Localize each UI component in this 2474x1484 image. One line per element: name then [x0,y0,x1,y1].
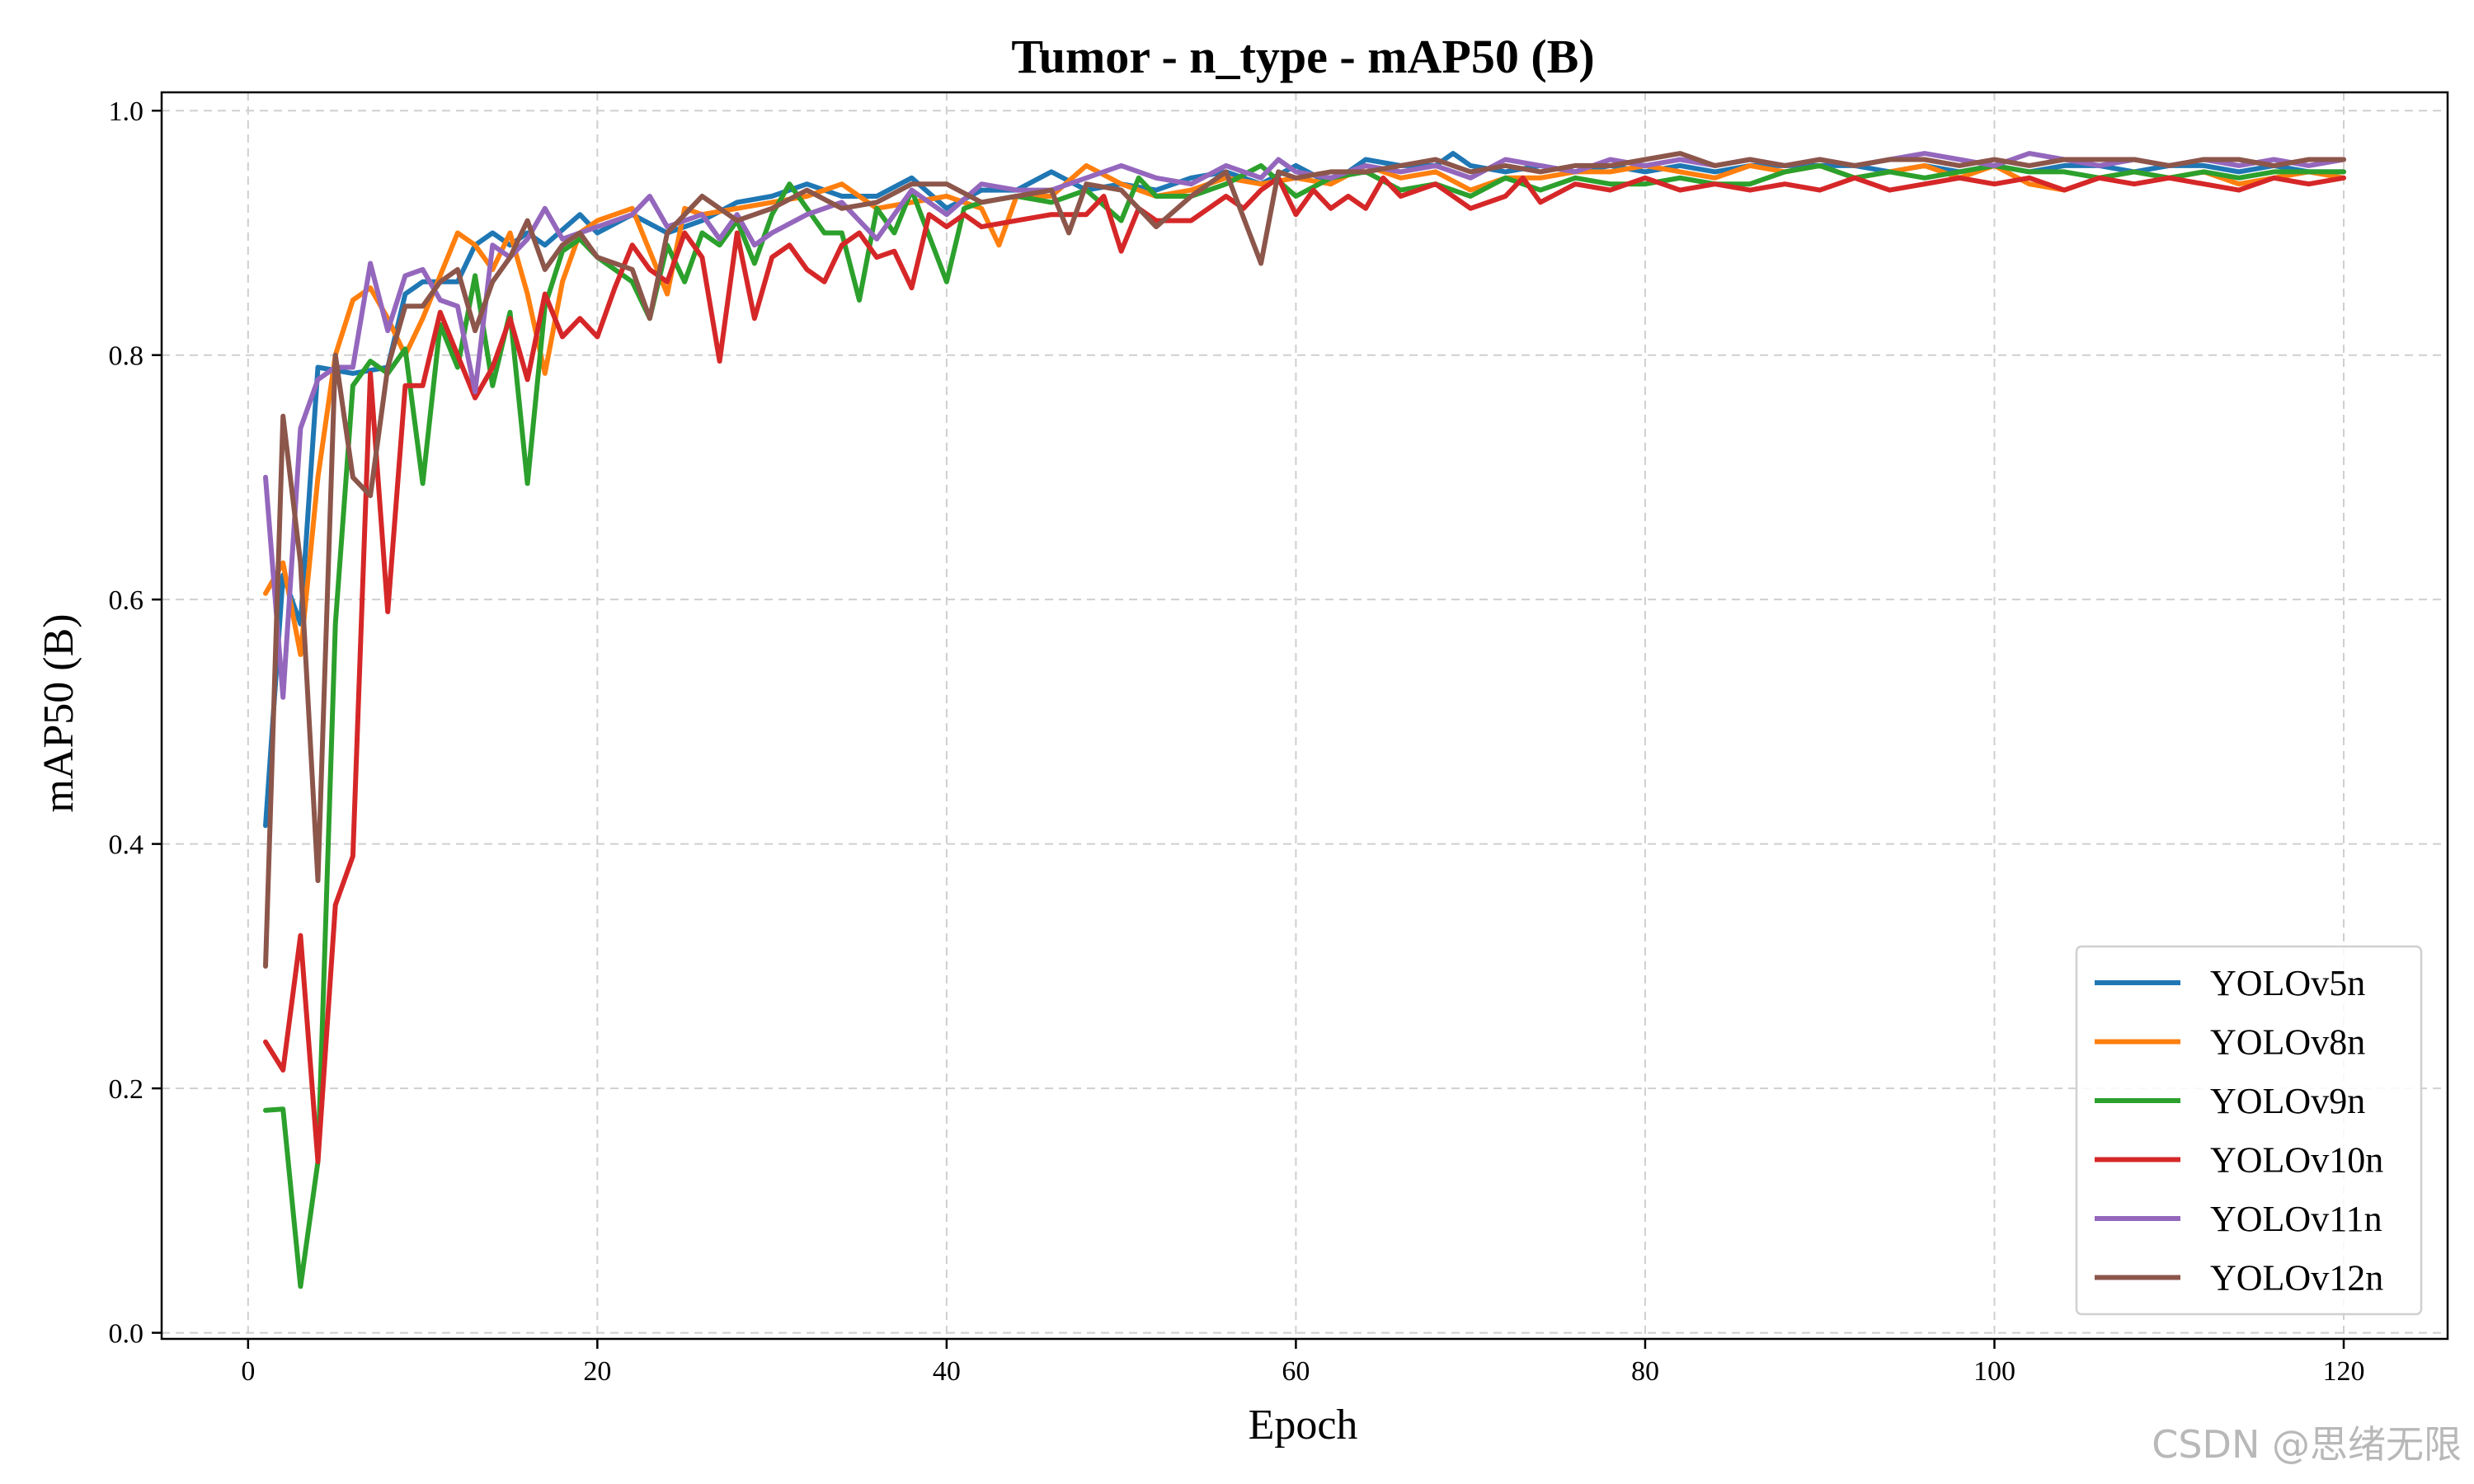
legend-label: YOLOv9n [2210,1081,2365,1121]
legend-box [2075,945,2423,1316]
chart-title: Tumor - n_type - mAP50 (B) [1011,30,1594,83]
x-tick-label: 100 [1973,1356,2015,1387]
y-tick-label: 0.4 [109,830,144,861]
x-tick-label: 0 [241,1356,255,1387]
x-tick-label: 20 [583,1356,611,1387]
x-tick-label: 60 [1282,1356,1310,1387]
series-line-yolov9n [263,162,2346,1289]
legend-label: YOLOv11n [2210,1199,2382,1239]
axis-ticks: 0 20 40 60 80 100 120 0.0 0.2 0.4 0.6 0.8 1.0 [109,96,2365,1387]
y-tick-label: 0.0 [109,1319,144,1350]
plot-border [160,91,2449,1341]
legend-label: YOLOv10n [2210,1140,2383,1181]
plot-frame [160,91,2449,1341]
legend: YOLOv5n YOLOv8n YOLOv9n YOLOv10n YOLOv11n YOL… [2075,945,2423,1316]
y-axis-label: mAP50 (B) [35,613,82,812]
series-line-yolov5n [263,151,2346,829]
series-line-yolov10n [263,175,2346,1165]
y-tick-label: 0.6 [109,585,144,616]
legend-label: YOLOv8n [2210,1022,2365,1063]
series-line-yolov11n [263,151,2346,700]
series-lines [263,151,2346,1289]
x-tick-label: 120 [2323,1356,2365,1387]
watermark: CSDN @思绪无限 [2152,1422,2462,1467]
y-tick-label: 0.2 [109,1074,144,1105]
series-line-yolov12n [263,151,2346,969]
y-tick-label: 0.8 [109,341,144,372]
series-line-yolov8n [263,162,2346,657]
x-tick-label: 80 [1631,1356,1659,1387]
x-tick-label: 40 [933,1356,961,1387]
x-axis-label: Epoch [1249,1402,1358,1449]
y-tick-label: 1.0 [109,96,144,127]
legend-label: YOLOv5n [2210,963,2365,1003]
legend-label: YOLOv12n [2210,1258,2383,1298]
